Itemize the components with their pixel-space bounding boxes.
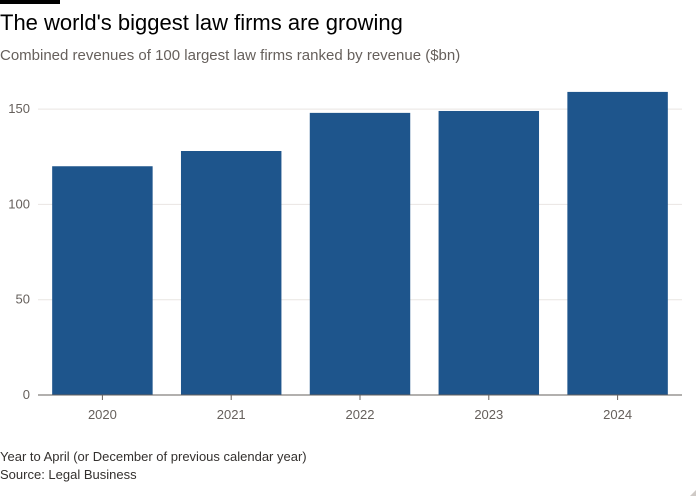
- x-tick-label: 2024: [603, 407, 632, 422]
- bar-2022: [309, 112, 411, 395]
- x-tick-label: 2020: [88, 407, 117, 422]
- y-tick-label: 100: [8, 196, 30, 211]
- bar-2023: [438, 110, 540, 395]
- y-tick-label: 0: [23, 387, 30, 402]
- chart-source: Source: Legal Business: [0, 467, 137, 482]
- resize-corner-icon: [690, 490, 696, 496]
- y-tick-label: 50: [16, 292, 30, 307]
- chart-subtitle: Combined revenues of 100 largest law fir…: [0, 47, 461, 64]
- bar-2021: [180, 151, 282, 395]
- chart-title: The world's biggest law firms are growin…: [0, 10, 403, 35]
- y-tick-label: 150: [8, 101, 30, 116]
- bar-2024: [567, 91, 668, 395]
- bar-chart: 0 50 100 150 2020 2021 2022 2023 2024: [8, 91, 682, 422]
- chart-footnote: Year to April (or December of previous c…: [0, 449, 307, 464]
- bar-2020: [52, 166, 153, 395]
- x-tick-label: 2023: [474, 407, 503, 422]
- top-accent-rule: [0, 0, 60, 4]
- x-tick-label: 2021: [217, 407, 246, 422]
- x-tick-label: 2022: [346, 407, 375, 422]
